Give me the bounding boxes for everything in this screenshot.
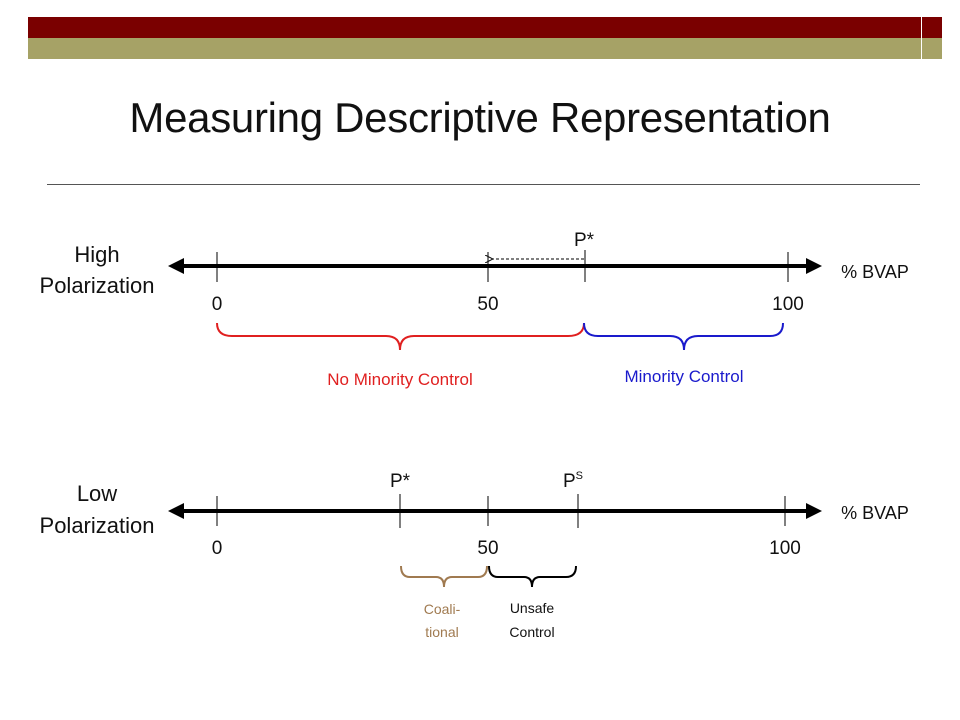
low-tick-label-50: 50 [477,538,498,559]
corner-square-olive [922,38,942,59]
low-ps-label: PS [563,470,583,492]
high-tick-label-50: 50 [477,294,498,315]
high-label-line2: Polarization [40,273,155,298]
header-bar-maroon [28,17,921,38]
slide-title: Measuring Descriptive Representation [129,94,831,141]
low-tick-label-100: 100 [769,538,801,559]
low-coalitional-brace [400,565,488,588]
low-unsafe-line1: Unsafe [510,600,555,616]
low-unsafe-brace [488,565,577,588]
high-axis-arrow-left [168,258,184,274]
low-coalitional-line2: tional [425,624,458,640]
low-tick-label-0: 0 [212,538,223,559]
high-tick-label-100: 100 [772,294,804,315]
low-unsafe-line2: Control [509,624,554,640]
high-tick-label-0: 0 [212,294,223,315]
low-pstar-label: P* [390,471,411,492]
low-axis-arrow-left [168,503,184,519]
low-label-line1: Low [77,481,117,506]
low-axis-arrow-right [806,503,822,519]
header-bar-olive [28,38,921,59]
high-no-control-label: No Minority Control [327,370,473,389]
low-coalitional-line1: Coali- [424,601,461,617]
high-control-label: Minority Control [624,367,743,386]
title-divider [47,184,920,185]
low-label-line2: Polarization [40,513,155,538]
high-label-line1: High [74,242,119,267]
corner-square-maroon [922,17,942,38]
high-axis-arrow-right [806,258,822,274]
low-axis-label: % BVAP [841,503,909,523]
high-no-control-brace [216,322,585,351]
high-control-brace [583,322,784,351]
high-axis-label: % BVAP [841,262,909,282]
high-pstar-label: P* [574,230,595,251]
